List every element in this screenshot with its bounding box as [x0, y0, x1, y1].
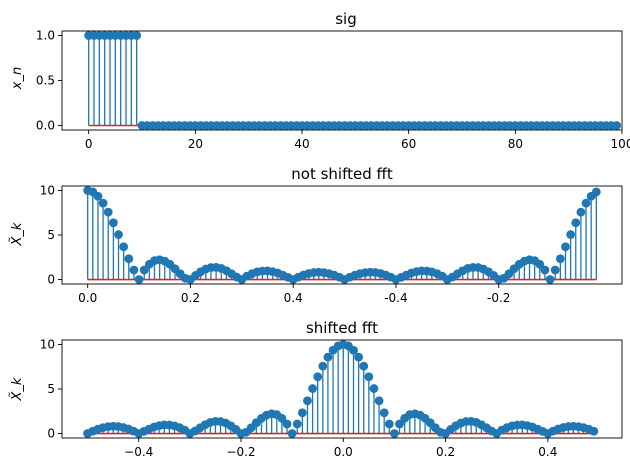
not-shifted-fft-xtick-label: 0.4: [284, 291, 303, 305]
shifted-fft-stem-marker: [374, 396, 384, 406]
sig-xtick-label: 100: [611, 137, 630, 151]
sig-plot-ylabel: x_n: [10, 67, 25, 90]
sig-ytick-label: 0.0: [36, 119, 55, 133]
sig-xtick-label: 80: [508, 137, 523, 151]
shifted-fft-stem-marker: [379, 408, 389, 418]
shifted-fft-xtick-label: 0.2: [436, 445, 455, 459]
shifted-fft-stem-marker: [589, 426, 599, 436]
shifted-fft-stem-marker: [297, 408, 307, 418]
shifted-fft-ytick-label: 10: [40, 337, 55, 351]
sig-stem-marker: [132, 31, 142, 40]
sig-ytick-label: 1.0: [36, 29, 55, 43]
not-shifted-fft-stem-marker: [139, 265, 149, 275]
not-shifted-fft-stem-marker: [93, 191, 103, 201]
not-shifted-fft-stem-marker: [576, 207, 586, 217]
not-shifted-fft-panel: not shifted fft X̃_k 0.0 0.2 0.4 -0.4 -0.2 0 5…: [10, 165, 623, 305]
shifted-fft-xtick-label: −0.2: [226, 445, 255, 459]
shifted-fft-stem-marker: [354, 352, 364, 362]
shifted-fft-title: shifted fft: [306, 319, 378, 337]
not-shifted-fft-stem-marker: [581, 198, 591, 208]
shifted-fft-xtick-label: −0.4: [124, 445, 153, 459]
shifted-fft-stem-marker: [282, 419, 292, 429]
shifted-fft-ylabel: X̃_k: [10, 377, 25, 401]
not-shifted-fft-stem-marker: [108, 218, 118, 228]
shifted-fft-ytick-label: 0: [47, 427, 55, 441]
shifted-fft-panel: shifted fft X̃_k −0.4 −0.2 0.0 0.2 0.4 0 5 10: [10, 319, 623, 459]
not-shifted-fft-ylabel: X̃_k: [10, 222, 25, 246]
sig-plot-title: sig: [335, 10, 357, 28]
sig-stem-marker: [612, 121, 622, 130]
not-shifted-fft-stem-marker: [550, 265, 560, 275]
not-shifted-fft-ytick-label: 10: [40, 183, 55, 197]
shifted-fft-stem-marker: [292, 419, 302, 429]
not-shifted-fft-stem-marker: [545, 275, 555, 284]
shifted-fft-xtick-label: 0.4: [538, 445, 557, 459]
shifted-fft-stem-marker: [359, 361, 369, 371]
not-shifted-fft-xtick-label: 0.0: [78, 291, 97, 305]
not-shifted-fft-ytick-label: 5: [47, 228, 55, 242]
sig-xtick-label: 40: [294, 137, 309, 151]
shifted-fft-stem-marker: [277, 413, 287, 423]
not-shifted-fft-stem-marker: [129, 265, 139, 275]
shifted-fft-stem-marker: [369, 384, 379, 393]
not-shifted-fft-title: not shifted fft: [291, 165, 393, 183]
not-shifted-fft-xtick-label: -0.4: [384, 291, 407, 305]
not-shifted-fft-stem-marker: [134, 275, 144, 284]
shifted-fft-ytick-label: 5: [47, 382, 55, 396]
shifted-fft-xtick-label: 0.0: [334, 445, 353, 459]
sig-xtick-label: 0: [85, 137, 93, 151]
not-shifted-fft-stem-marker: [124, 254, 134, 264]
sig-axes-frame: [61, 30, 623, 131]
shifted-fft-stem-marker: [349, 345, 358, 355]
not-shifted-fft-stem-marker: [555, 254, 565, 264]
not-shifted-fft-xtick-label: -0.2: [487, 291, 510, 305]
shifted-fft-stem-marker: [308, 384, 317, 393]
shifted-fft-stem-marker: [318, 361, 328, 371]
not-shifted-fft-stem-marker: [591, 187, 601, 197]
sig-xtick-label: 20: [188, 137, 203, 151]
shifted-fft-axes-frame: [61, 339, 623, 439]
sig-plot-panel: sig x_n 0 20 40 60 80 100 0.0 0.5 1.0: [10, 10, 630, 151]
sig-xtick-label: 60: [401, 137, 416, 151]
not-shifted-fft-stem-marker: [114, 230, 123, 239]
not-shifted-fft-ytick-label: 0: [47, 273, 55, 287]
not-shifted-fft-xtick-label: 0.2: [181, 291, 200, 305]
shifted-fft-stem-marker: [384, 419, 394, 429]
sig-ytick-label: 0.5: [36, 74, 55, 88]
shifted-fft-stem-marker: [395, 419, 404, 429]
shifted-fft-stem-marker: [313, 372, 323, 382]
not-shifted-fft-stem-marker: [561, 242, 570, 252]
not-shifted-fft-stem-marker: [98, 198, 108, 208]
not-shifted-fft-stem-marker: [119, 242, 129, 252]
not-shifted-fft-stem-marker: [535, 259, 545, 269]
not-shifted-fft-stem-marker: [566, 230, 576, 239]
not-shifted-fft-stem-marker: [103, 207, 113, 217]
shifted-fft-stem-marker: [303, 396, 312, 406]
shifted-fft-stem-marker: [323, 352, 333, 362]
shifted-fft-stem-marker: [364, 372, 374, 382]
not-shifted-fft-stem-marker: [571, 218, 581, 228]
shifted-fft-stem-marker: [390, 429, 399, 438]
not-shifted-fft-stem-marker: [540, 265, 550, 275]
shifted-fft-stem-marker: [287, 429, 297, 438]
